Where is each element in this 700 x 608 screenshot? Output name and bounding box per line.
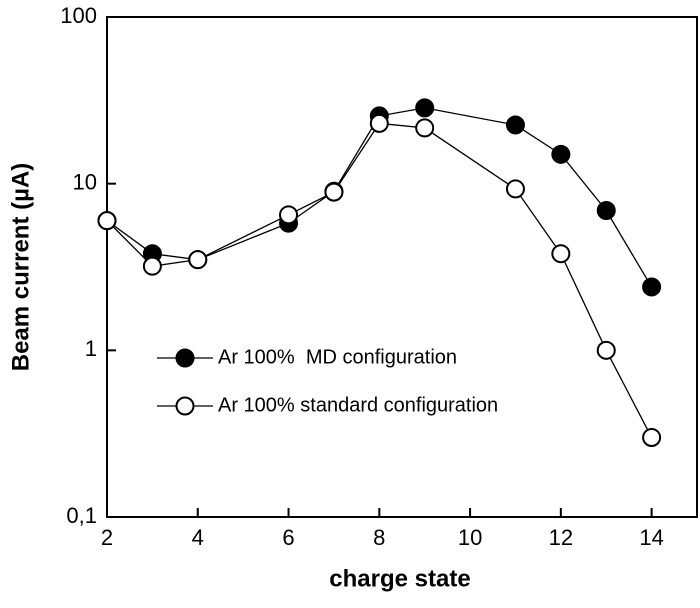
legend-label: Ar 100% standard configuration bbox=[218, 394, 498, 416]
series-line bbox=[106, 122, 653, 438]
data-point bbox=[369, 113, 389, 133]
x-tick-label: 10 bbox=[458, 525, 482, 550]
data-point bbox=[324, 182, 344, 202]
data-point bbox=[596, 340, 616, 360]
legend-marker bbox=[175, 396, 195, 416]
x-tick-label: 2 bbox=[101, 525, 113, 550]
data-point bbox=[642, 277, 662, 297]
data-point bbox=[97, 211, 117, 231]
x-tick-label: 4 bbox=[192, 525, 204, 550]
data-point bbox=[142, 256, 162, 276]
x-axis-label: charge state bbox=[329, 565, 470, 592]
y-axis-label: Beam current (µA) bbox=[7, 163, 34, 372]
data-point bbox=[279, 205, 299, 225]
legend-label: Ar 100% MD configuration bbox=[218, 346, 457, 368]
data-point bbox=[642, 427, 662, 447]
data-point bbox=[551, 244, 571, 264]
y-tick-label: 0,1 bbox=[66, 503, 97, 528]
x-tick-label: 14 bbox=[639, 525, 663, 550]
data-point bbox=[415, 118, 435, 138]
y-tick-label: 1 bbox=[85, 336, 97, 361]
x-tick-label: 8 bbox=[373, 525, 385, 550]
data-point bbox=[188, 250, 208, 270]
y-tick-label: 100 bbox=[60, 3, 97, 28]
data-point bbox=[596, 201, 616, 221]
data-point bbox=[505, 115, 525, 135]
plot-frame bbox=[106, 16, 698, 518]
x-tick-label: 6 bbox=[282, 525, 294, 550]
data-point bbox=[551, 144, 571, 164]
x-tick-label: 12 bbox=[549, 525, 573, 550]
data-point bbox=[415, 98, 435, 118]
y-tick-label: 10 bbox=[73, 169, 97, 194]
data-point bbox=[505, 179, 525, 199]
legend-marker bbox=[175, 348, 195, 368]
